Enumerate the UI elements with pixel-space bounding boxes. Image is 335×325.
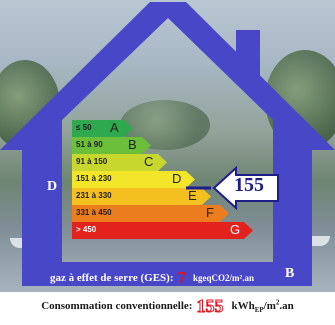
ges-value: 7 — [178, 268, 187, 287]
consumption-text: Consommation conventionnelle: — [41, 300, 192, 312]
consumption-line: Consommation conventionnelle: 155 kWhEP/m2… — [0, 296, 335, 325]
consumption-value: 155 — [196, 296, 223, 317]
ges-unit: kgeqCO2/m².an — [193, 273, 254, 283]
ges-text: gaz à effet de serre (GES): — [50, 272, 174, 284]
pointer-value: 155 — [221, 174, 277, 197]
ges-line: gaz à effet de serre (GES): 7 kgeqCO2/m².a… — [50, 268, 306, 286]
consumption-unit: kWhEP/m2.an — [231, 300, 293, 312]
